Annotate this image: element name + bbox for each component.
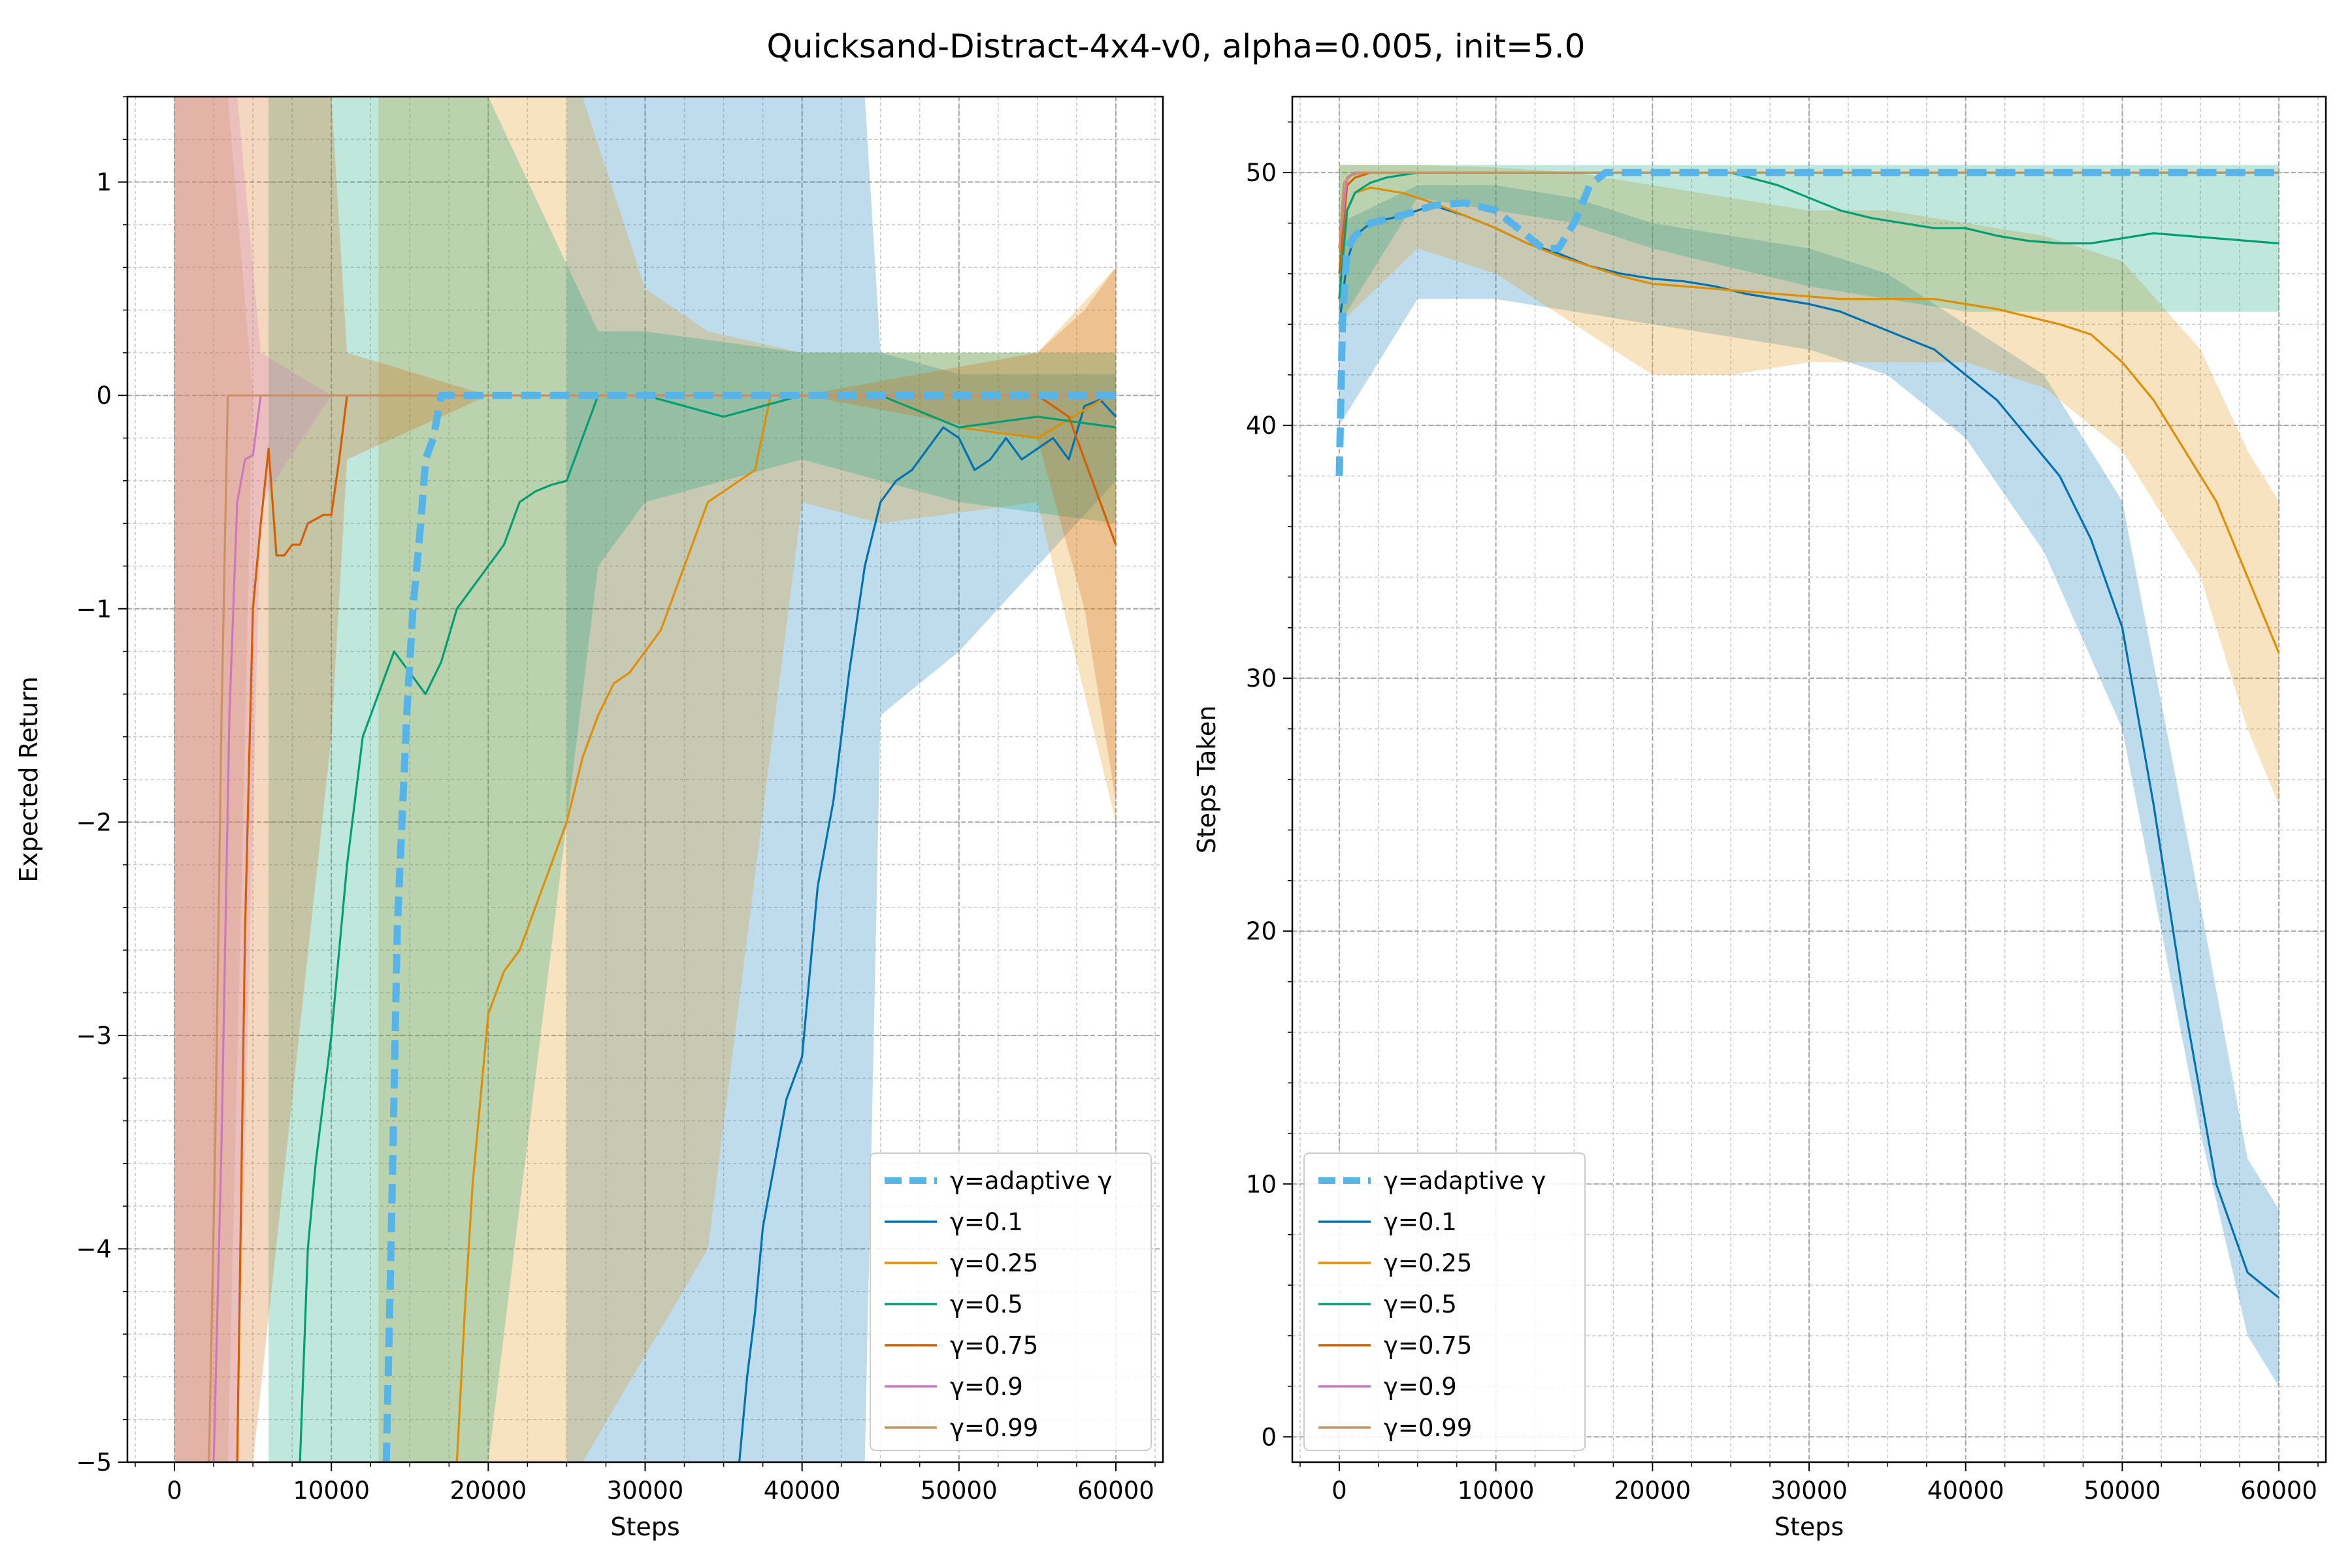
- y-tick-label: −5: [76, 1448, 112, 1477]
- x-tick-label: 50000: [921, 1477, 998, 1505]
- series-line-adaptive: [382, 391, 1116, 1462]
- y-tick-label: 50: [1246, 159, 1277, 187]
- x-axis-label: Steps: [610, 1512, 679, 1541]
- band-g0.1: [1339, 185, 2279, 1386]
- y-tick-label: 0: [1261, 1423, 1277, 1451]
- series-line-g0.5: [299, 394, 1117, 1462]
- legend-label-g0.75: γ=0.75: [1384, 1331, 1472, 1360]
- y-tick-label: −1: [76, 595, 112, 623]
- x-tick-label: 30000: [607, 1477, 684, 1505]
- y-axis-label: Expected Return: [14, 676, 43, 882]
- x-tick-label: 20000: [1614, 1477, 1691, 1505]
- plot-panel-steps-taken: 0 10000 20000 30000 40000 50000 60000 0 10 20 30 40…: [1192, 95, 2327, 1541]
- x-tick-label: 0: [167, 1477, 182, 1505]
- series-line-g0.1: [738, 399, 1117, 1462]
- series-line-g0.25: [1338, 186, 2280, 654]
- y-tick-label: 20: [1246, 917, 1277, 945]
- band-g0.1: [566, 97, 1116, 1462]
- y-tick-label: 0: [96, 382, 112, 410]
- legend-box: [870, 1152, 1152, 1451]
- series-line-g0.25: [455, 390, 1117, 1462]
- legend: γ=adaptive γ γ=0.1 γ=0.25 γ=0.5 γ=0.75 γ=0.9 γ…: [1303, 1152, 1586, 1451]
- y-tick-label: 1: [96, 169, 112, 197]
- legend-label-g0.9: γ=0.9: [1384, 1373, 1457, 1401]
- legend: γ=adaptive γ γ=0.1 γ=0.25 γ=0.5 γ=0.75 γ=0.9 γ…: [870, 1152, 1152, 1451]
- legend-label-g0.75: γ=0.75: [950, 1331, 1038, 1360]
- legend-box: [1303, 1152, 1586, 1451]
- y-tick-label: 30: [1246, 664, 1277, 693]
- legend-label-g0.25: γ=0.25: [950, 1249, 1038, 1277]
- confidence-bands: [174, 97, 1116, 1462]
- ticks: 0 10000 20000 30000 40000 50000 60000 0 10 20 30 40…: [1246, 121, 2319, 1505]
- legend-label-g0.25: γ=0.25: [1384, 1249, 1472, 1277]
- legend-label-adaptive: γ=adaptive γ: [1384, 1167, 1546, 1195]
- y-tick-label: −2: [76, 808, 112, 836]
- series-lines: [208, 390, 1117, 1462]
- confidence-bands: [1339, 165, 2279, 1386]
- legend-label-g0.99: γ=0.99: [1384, 1414, 1472, 1442]
- series-line-adaptive: [1335, 169, 2279, 476]
- x-tick-label: 10000: [293, 1477, 370, 1505]
- y-tick-label: 10: [1246, 1170, 1277, 1198]
- legend-label-adaptive: γ=adaptive γ: [950, 1167, 1112, 1195]
- x-tick-label: 40000: [764, 1477, 841, 1505]
- x-tick-label: 60000: [1077, 1477, 1154, 1505]
- x-tick-label: 60000: [2240, 1477, 2317, 1505]
- x-tick-label: 40000: [1927, 1477, 2004, 1505]
- series-lines: [1335, 169, 2280, 1299]
- legend-label-g0.5: γ=0.5: [1384, 1290, 1457, 1318]
- y-tick-label: 40: [1246, 412, 1277, 440]
- x-tick-label: 30000: [1771, 1477, 1848, 1505]
- legend-label-g0.9: γ=0.9: [950, 1373, 1023, 1401]
- band-g0.25: [378, 97, 1116, 1462]
- legend-label-g0.5: γ=0.5: [950, 1290, 1023, 1318]
- series-line-g0.5: [1338, 171, 2279, 299]
- figure-title: Quicksand-Distract-4x4-v0, alpha=0.005, …: [767, 27, 1586, 65]
- series-line-g0.1: [1338, 204, 2280, 1299]
- band-g0.5: [269, 97, 1116, 1462]
- legend-label-g0.1: γ=0.1: [1384, 1208, 1457, 1236]
- y-axis-label: Steps Taken: [1192, 706, 1221, 854]
- x-tick-label: 50000: [2084, 1477, 2161, 1505]
- x-tick-label: 0: [1331, 1477, 1347, 1505]
- x-axis-label: Steps: [1774, 1512, 1844, 1541]
- x-tick-label: 20000: [449, 1477, 527, 1505]
- band-g0.75: [174, 97, 1116, 1462]
- ticks: 0 10000 20000 30000 40000 50000 60000 −5 −4 −3 −2 −…: [76, 96, 1156, 1505]
- y-tick-label: −3: [76, 1022, 112, 1050]
- band-g0.5: [1339, 165, 2279, 325]
- plot-panel-expected-return: 0 10000 20000 30000 40000 50000 60000 −5 −4 −3 −2 −…: [14, 95, 1164, 1541]
- band-g0.25: [1339, 165, 2279, 805]
- legend-label-g0.99: γ=0.99: [950, 1414, 1038, 1442]
- y-tick-label: −4: [76, 1235, 112, 1263]
- x-tick-label: 10000: [1458, 1477, 1535, 1505]
- legend-label-g0.1: γ=0.1: [950, 1208, 1023, 1236]
